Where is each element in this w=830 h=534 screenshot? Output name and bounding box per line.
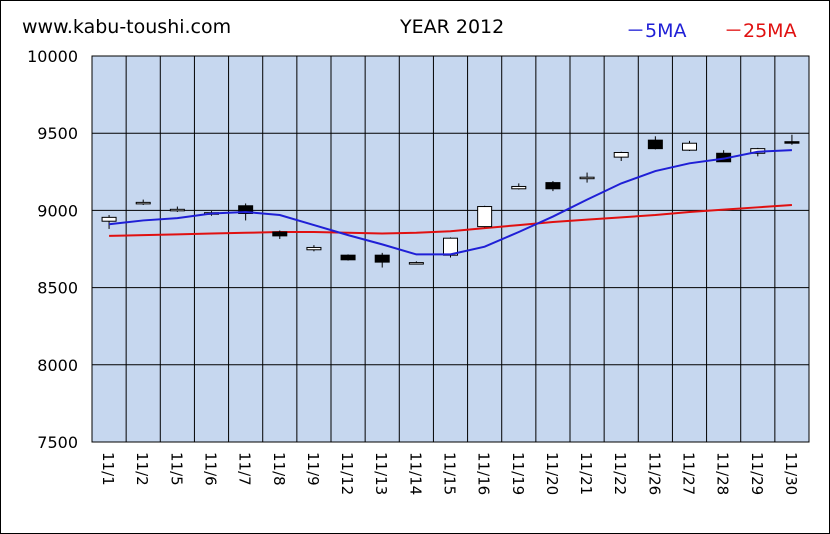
x-tick-label: 11/16 [475,452,493,495]
x-tick-label: 11/12 [338,452,356,495]
site-url: www.kabu-toushi.com [22,16,232,38]
candle-body [238,205,254,214]
x-tick-label: 11/13 [372,452,390,495]
candle-body [579,176,595,180]
candle-body [340,254,356,261]
x-tick-label: 11/28 [714,452,732,495]
x-tick-label: 11/9 [304,452,322,486]
candle-body [408,262,424,265]
x-tick-label: 11/6 [202,452,220,486]
y-tick-label: 10000 [27,47,78,66]
candle-body [374,254,390,263]
y-tick-label: 8000 [37,356,78,375]
x-tick-label: 11/26 [645,452,663,495]
x-tick-label: 11/15 [441,452,459,495]
x-tick-label: 11/22 [611,452,629,495]
x-tick-label: 11/30 [782,452,800,495]
candle-body [545,182,561,190]
candle-body [613,152,629,158]
candle-body [272,231,288,237]
ma25-line [109,203,792,237]
candle-body [682,142,697,151]
legend-25ma: －25MA [724,20,797,42]
y-tick-label: 9500 [37,124,78,143]
candle-body [169,208,185,212]
x-tick-label: 11/2 [133,452,151,486]
candle-body [511,185,527,190]
candle-body [306,246,322,251]
chart-title: YEAR 2012 [400,16,505,38]
x-tick-label: 11/27 [680,452,698,495]
legend-5ma: －5MA [626,20,687,42]
x-tick-label: 11/29 [748,452,766,495]
x-tick-label: 11/14 [406,452,424,495]
x-tick-label: 11/20 [543,452,561,495]
y-tick-label: 9000 [37,201,78,220]
ma5-line [108,149,792,256]
candle-body [101,216,117,222]
y-tick-label: 8500 [37,279,78,298]
x-tick-label: 11/21 [577,452,595,495]
candle-body [135,201,151,205]
y-tick-label: 7500 [37,433,78,452]
candle-body [647,139,663,150]
x-tick-label: 11/8 [270,452,288,486]
x-tick-label: 11/19 [509,452,527,495]
x-tick-label: 11/5 [167,452,185,486]
x-tick-label: 11/1 [99,452,117,486]
candle-body [477,206,493,228]
x-tick-label: 11/7 [236,452,254,486]
candle-body [784,141,800,144]
